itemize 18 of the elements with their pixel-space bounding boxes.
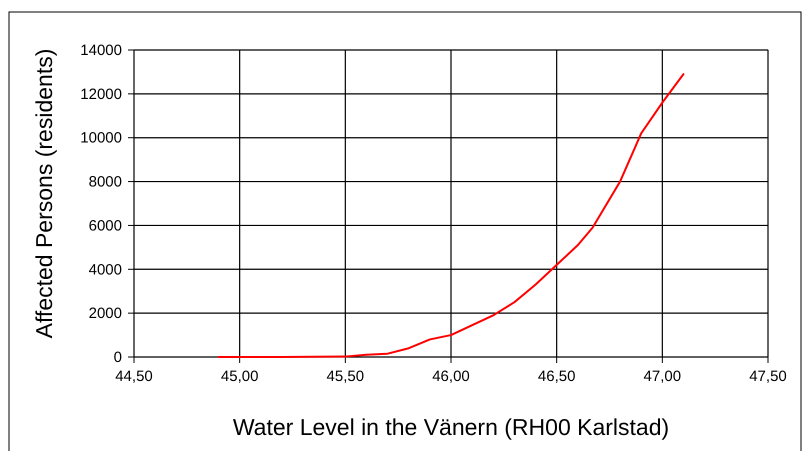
y-tick-label: 4000 <box>88 261 122 278</box>
x-tick-label: 47,00 <box>644 368 682 385</box>
x-axis-title: Water Level in the Vänern (RH00 Karlstad) <box>232 414 670 440</box>
y-tick-label: 2000 <box>88 305 122 322</box>
x-tick-label: 45,50 <box>326 368 364 385</box>
x-tick-label: 47,50 <box>749 368 787 385</box>
x-tick-label: 46,50 <box>538 368 576 385</box>
x-tick-label: 44,50 <box>115 368 153 385</box>
y-tick-label: 6000 <box>88 217 122 234</box>
line-series <box>218 73 684 358</box>
y-tick-label: 10000 <box>80 130 122 147</box>
y-tick-label: 8000 <box>88 174 122 191</box>
y-tick-label: 0 <box>114 349 122 366</box>
y-tick-label: 12000 <box>80 86 122 103</box>
y-tick-label: 14000 <box>80 42 122 59</box>
y-axis-title: Affected Persons (residents) <box>31 48 57 338</box>
x-tick-label: 46,00 <box>432 368 470 385</box>
x-tick-label: 45,00 <box>220 368 258 385</box>
